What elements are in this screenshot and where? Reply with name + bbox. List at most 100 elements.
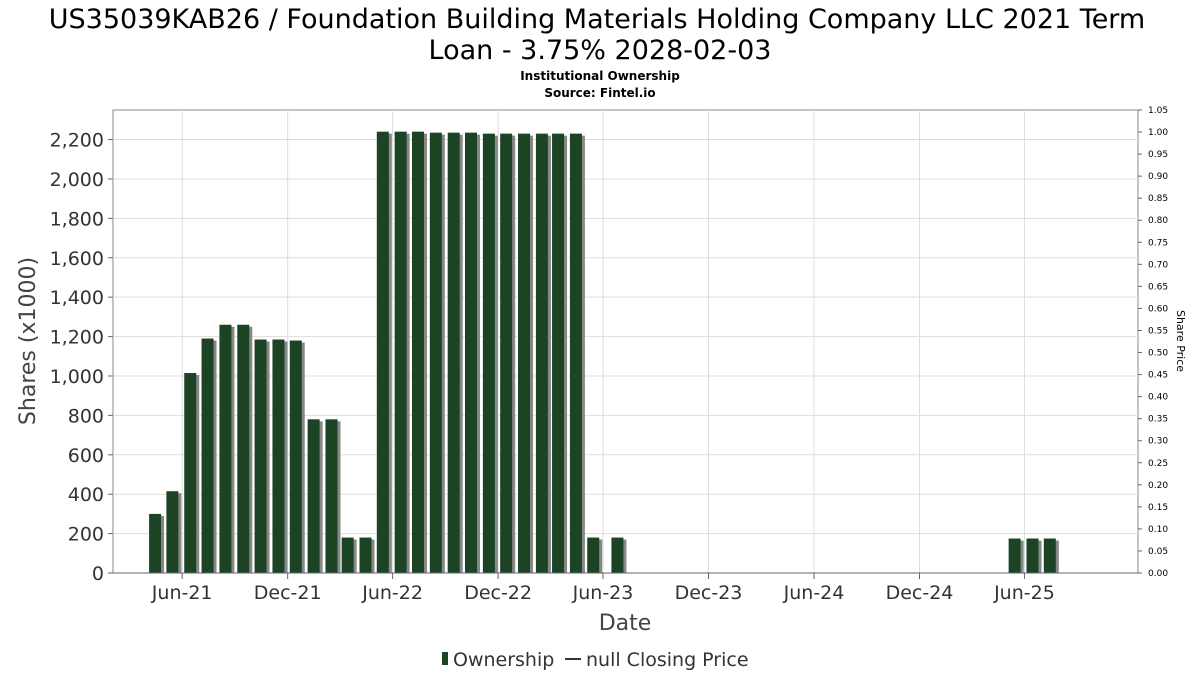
y2-tick-label: 0.15 bbox=[1148, 503, 1168, 513]
ownership-bar-fill bbox=[376, 131, 389, 573]
ownership-bars bbox=[149, 131, 1059, 573]
ownership-bar-fill bbox=[166, 491, 179, 573]
y-axis-ticks: 0 200 400 600 800 1,000 1,200 1,400 1,600 1,800 2,… bbox=[50, 130, 113, 585]
ownership-bar bbox=[289, 340, 305, 573]
ownership-bar-fill bbox=[535, 133, 548, 573]
ownership-bar bbox=[149, 513, 165, 573]
chart-subtitle: Institutional Ownership bbox=[520, 69, 680, 83]
ownership-bar bbox=[359, 537, 375, 573]
ownership-bar bbox=[465, 132, 481, 573]
ownership-bar bbox=[1008, 538, 1024, 573]
ownership-bar-fill bbox=[429, 132, 442, 573]
y2-tick-label: 0.60 bbox=[1148, 304, 1168, 314]
ownership-bar-fill bbox=[219, 324, 232, 573]
ownership-bar bbox=[341, 537, 357, 573]
y2-tick-label: 1.05 bbox=[1148, 106, 1168, 116]
y2-tick-label: 0.00 bbox=[1148, 569, 1168, 579]
ownership-bar-fill bbox=[500, 133, 513, 573]
y2-tick-label: 0.05 bbox=[1148, 547, 1168, 557]
ownership-bar-fill bbox=[394, 131, 407, 573]
x-tick-label: Jun-24 bbox=[783, 582, 845, 604]
ownership-bar-fill bbox=[518, 133, 531, 573]
ownership-bar-fill bbox=[325, 419, 338, 573]
y-tick-label: 1,200 bbox=[50, 327, 104, 349]
ownership-bar-fill bbox=[411, 131, 424, 573]
x-tick-label: Jun-21 bbox=[151, 582, 213, 604]
y2-tick-label: 0.65 bbox=[1148, 282, 1168, 292]
chart-title: US35039KAB26 / Foundation Building Mater… bbox=[49, 4, 1145, 66]
ownership-bar bbox=[569, 133, 585, 573]
ownership-bar-fill bbox=[482, 133, 495, 573]
ownership-bar-fill bbox=[289, 340, 302, 573]
ownership-bar bbox=[535, 133, 551, 573]
ownership-bar-fill bbox=[201, 338, 214, 573]
y-tick-label: 1,400 bbox=[50, 287, 104, 309]
ownership-bar-fill bbox=[569, 133, 582, 573]
x-axis-ticks: Jun-21 Dec-21 Jun-22 Dec-22 Jun-23 Dec-23 Jun-… bbox=[151, 573, 1055, 604]
legend-price-label: null Closing Price bbox=[586, 649, 749, 671]
ownership-bar bbox=[325, 419, 341, 573]
y2-tick-label: 0.20 bbox=[1148, 481, 1168, 491]
ownership-bar-fill bbox=[1008, 538, 1021, 573]
y-tick-label: 1,800 bbox=[50, 208, 104, 230]
ownership-bar bbox=[518, 133, 534, 573]
x-tick-label: Dec-22 bbox=[464, 582, 532, 604]
ownership-bar bbox=[307, 419, 323, 573]
y2-tick-label: 0.30 bbox=[1148, 437, 1168, 447]
ownership-bar bbox=[237, 324, 253, 573]
legend-ownership-label: Ownership bbox=[453, 649, 554, 671]
ownership-bar bbox=[429, 132, 445, 573]
ownership-bar-fill bbox=[149, 513, 162, 573]
ownership-bar bbox=[587, 537, 603, 573]
y2-tick-label: 0.10 bbox=[1148, 525, 1168, 535]
x-tick-label: Dec-24 bbox=[886, 582, 954, 604]
y2-tick-label: 0.35 bbox=[1148, 415, 1168, 425]
ownership-bar-fill bbox=[587, 537, 600, 573]
y2-tick-label: 0.85 bbox=[1148, 194, 1168, 204]
secondary-y-axis-ticks: 0.00 0.05 0.10 0.15 0.20 0.25 0.30 0.35 0.40 0.45… bbox=[1138, 106, 1168, 579]
ownership-bar bbox=[482, 133, 498, 573]
ownership-bar-fill bbox=[184, 373, 197, 573]
y2-tick-label: 0.75 bbox=[1148, 238, 1168, 248]
y-tick-label: 0 bbox=[92, 563, 104, 585]
y2-tick-label: 0.25 bbox=[1148, 459, 1168, 469]
ownership-bar-fill bbox=[359, 537, 372, 573]
y-tick-label: 200 bbox=[68, 524, 104, 546]
x-tick-label: Jun-23 bbox=[572, 582, 634, 604]
ownership-bar-fill bbox=[611, 537, 624, 573]
ownership-bar bbox=[1043, 538, 1059, 573]
x-tick-label: Dec-23 bbox=[675, 582, 743, 604]
ownership-bar bbox=[166, 491, 182, 573]
x-tick-label: Jun-25 bbox=[993, 582, 1055, 604]
ownership-bar bbox=[394, 131, 410, 573]
ownership-bar-fill bbox=[552, 133, 565, 573]
x-gridlines bbox=[181, 110, 1025, 573]
y-tick-label: 2,200 bbox=[50, 130, 104, 152]
legend: Ownership null Closing Price bbox=[442, 649, 749, 671]
chart-title-line-1: US35039KAB26 / Foundation Building Mater… bbox=[49, 4, 1145, 35]
ownership-bar-fill bbox=[341, 537, 354, 573]
legend-ownership-swatch bbox=[442, 652, 448, 665]
ownership-bar bbox=[184, 373, 200, 573]
y2-tick-label: 0.90 bbox=[1148, 172, 1168, 182]
ownership-bar-fill bbox=[237, 324, 250, 573]
y-tick-label: 1,600 bbox=[50, 248, 104, 270]
ownership-bar-fill bbox=[307, 419, 320, 573]
ownership-bar bbox=[254, 339, 270, 573]
ownership-bar-fill bbox=[1026, 538, 1039, 573]
y2-tick-label: 0.70 bbox=[1148, 260, 1168, 270]
y-tick-label: 800 bbox=[68, 405, 104, 427]
y-tick-label: 600 bbox=[68, 445, 104, 467]
secondary-y-axis-label: Share Price bbox=[1174, 310, 1187, 372]
chart-title-line-2: Loan - 3.75% 2028-02-03 bbox=[429, 35, 772, 66]
y2-tick-label: 1.00 bbox=[1148, 128, 1168, 138]
x-axis-label: Date bbox=[599, 611, 652, 636]
ownership-bar bbox=[552, 133, 568, 573]
y-axis-label: Shares (x1000) bbox=[16, 257, 41, 425]
chart-source: Source: Fintel.io bbox=[544, 86, 655, 100]
ownership-bar-fill bbox=[447, 132, 460, 573]
ownership-bar bbox=[219, 324, 235, 573]
ownership-bar bbox=[1026, 538, 1042, 573]
ownership-bar bbox=[411, 131, 427, 573]
